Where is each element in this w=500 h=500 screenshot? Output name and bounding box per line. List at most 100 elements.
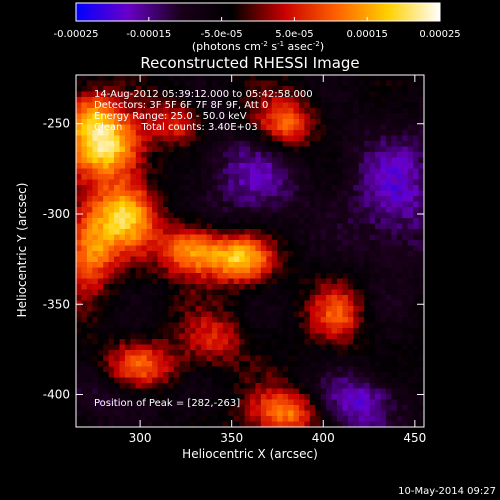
heatmap-cell — [103, 141, 110, 147]
heatmap-cell — [282, 207, 289, 213]
heatmap-cell — [353, 416, 360, 422]
heatmap-cell — [206, 212, 213, 219]
heatmap-cell — [250, 328, 256, 334]
heatmap-cell — [293, 108, 300, 114]
heatmap-cell — [266, 207, 273, 213]
heatmap-cell — [277, 185, 284, 191]
heatmap-cell — [380, 108, 387, 114]
heatmap-cell — [233, 179, 240, 186]
heatmap-cell — [385, 108, 392, 114]
heatmap-cell — [211, 372, 218, 378]
heatmap-cell — [135, 141, 142, 147]
heatmap-cell — [266, 240, 273, 246]
heatmap-cell — [141, 366, 148, 373]
heatmap-cell — [380, 157, 387, 164]
heatmap-cell — [92, 179, 99, 186]
heatmap-cell — [353, 333, 360, 340]
heatmap-cell — [288, 372, 294, 378]
heatmap-cell — [315, 234, 322, 241]
heatmap-cell — [239, 289, 245, 296]
heatmap-cell — [195, 416, 202, 422]
heatmap-cell — [260, 102, 267, 109]
heatmap-cell — [103, 361, 110, 367]
heatmap-cell — [244, 91, 251, 98]
heatmap-cell — [293, 328, 300, 334]
heatmap-cell — [293, 86, 300, 92]
heatmap-cell — [271, 251, 278, 257]
heatmap-cell — [288, 284, 294, 290]
heatmap-cell — [391, 113, 398, 120]
heatmap-cell — [97, 102, 104, 109]
heatmap-cell — [342, 113, 349, 120]
heatmap-cell — [239, 394, 245, 400]
heatmap-cell — [391, 267, 398, 274]
heatmap-cell — [293, 339, 300, 345]
heatmap-cell — [228, 157, 235, 164]
heatmap-cell — [206, 372, 213, 378]
heatmap-cell — [266, 179, 273, 186]
heatmap-cell — [92, 289, 99, 296]
heatmap-cell — [86, 317, 93, 323]
heatmap-cell — [190, 240, 197, 246]
heatmap-cell — [342, 240, 349, 246]
heatmap-cell — [331, 405, 338, 411]
heatmap-cell — [130, 190, 137, 197]
heatmap-cell — [119, 102, 126, 109]
heatmap-cell — [244, 410, 251, 417]
heatmap-cell — [76, 306, 82, 312]
heatmap-cell — [402, 284, 409, 290]
heatmap-cell — [201, 262, 207, 268]
heatmap-cell — [195, 207, 202, 213]
heatmap-cell — [380, 135, 387, 142]
heatmap-cell — [331, 240, 338, 246]
heatmap-cell — [402, 311, 409, 318]
heatmap-cell — [364, 141, 371, 147]
heatmap-cell — [271, 157, 278, 164]
heatmap-cell — [353, 328, 360, 334]
heatmap-cell — [250, 322, 256, 329]
heatmap-cell — [277, 229, 284, 235]
heatmap-cell — [173, 218, 180, 224]
heatmap-cell — [266, 405, 273, 411]
heatmap-cell — [141, 372, 148, 378]
heatmap-cell — [364, 229, 371, 235]
heatmap-cell — [266, 350, 273, 356]
heatmap-cell — [228, 355, 235, 362]
heatmap-cell — [266, 399, 273, 406]
heatmap-cell — [157, 410, 164, 417]
heatmap-cell — [239, 300, 245, 307]
heatmap-cell — [418, 86, 425, 92]
heatmap-cell — [201, 124, 207, 131]
heatmap-cell — [326, 317, 332, 323]
heatmap-cell — [146, 333, 153, 340]
heatmap-cell — [92, 311, 99, 318]
heatmap-cell — [114, 212, 120, 219]
heatmap-cell — [228, 262, 235, 268]
heatmap-cell — [304, 168, 311, 175]
heatmap-cell — [146, 256, 153, 263]
heatmap-cell — [260, 383, 267, 389]
heatmap-cell — [337, 102, 343, 109]
heatmap-cell — [206, 262, 213, 268]
heatmap-cell — [211, 201, 218, 208]
heatmap-cell — [358, 311, 365, 318]
heatmap-cell — [353, 141, 360, 147]
heatmap-cell — [250, 416, 256, 422]
heatmap-cell — [347, 399, 354, 406]
heatmap-cell — [103, 339, 110, 345]
heatmap-cell — [103, 289, 110, 296]
heatmap-cell — [282, 410, 289, 417]
heatmap-cell — [326, 289, 332, 296]
heatmap-cell — [347, 388, 354, 395]
heatmap-cell — [413, 361, 419, 367]
heatmap-cell — [244, 317, 251, 323]
heatmap-cell — [157, 157, 164, 164]
heatmap-cell — [244, 394, 251, 400]
heatmap-cell — [380, 130, 387, 136]
heatmap-cell — [163, 317, 169, 323]
heatmap-cell — [418, 152, 425, 158]
heatmap-cell — [315, 410, 322, 417]
heatmap-cell — [103, 196, 110, 202]
heatmap-cell — [108, 234, 115, 241]
heatmap-cell — [342, 108, 349, 114]
